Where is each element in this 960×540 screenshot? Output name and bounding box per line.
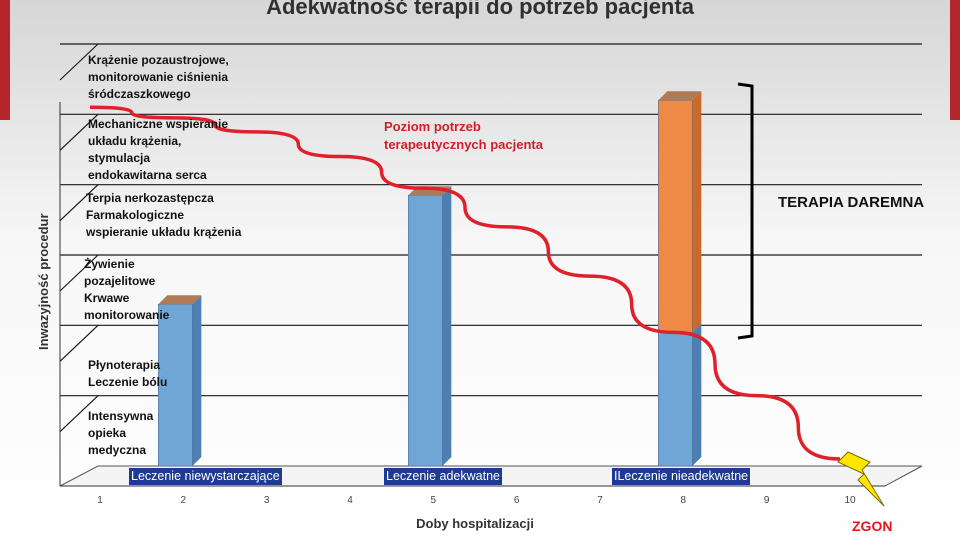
band-label-line: śródczaszkowego (88, 87, 191, 101)
x-tick-label: 4 (347, 495, 353, 506)
futile-bracket (737, 82, 754, 340)
bar-top (158, 295, 202, 305)
x-tick-label: 10 (844, 495, 856, 506)
y-axis-label: Inwazyjność procedur (36, 213, 51, 350)
x-tick-label: 6 (514, 495, 520, 506)
bar-top (658, 91, 702, 101)
chart-title: Adekwatność terapii do potrzeb pacjenta (266, 0, 694, 19)
band-label-5: Mechaniczne wspieranie układu krążenia, … (88, 116, 228, 184)
band-label-6: Krążenie pozaustrojowe, monitorowanie ci… (88, 52, 229, 103)
category-label-inadequate: ILeczenie nieadekwatne (612, 468, 751, 485)
band-label-line: endokawitarna serca (88, 168, 207, 182)
band-label-1: Intensywna opieka medyczna (88, 408, 153, 459)
x-tick-label: 2 (181, 495, 187, 506)
grid-line (59, 184, 99, 222)
grid-line (59, 113, 99, 151)
band-label-line: monitorowanie ciśnienia (88, 70, 229, 84)
band-label-3: Żywienie pozajelitowe Krwawe monitorowan… (84, 256, 169, 324)
band-label-line: monitorowanie (84, 308, 170, 322)
band-label-line: Płynoterapia (88, 358, 161, 372)
x-tick-label: 5 (431, 495, 437, 506)
x-tick-label: 3 (264, 495, 270, 506)
band-label-2: Płynoterapia Leczenie bólu (88, 357, 167, 391)
therapy-need-curve (89, 105, 841, 461)
band-label-4: Terpia nerkozastępcza Farmakologiczne ws… (86, 190, 241, 241)
band-label-line: wspieranie układu krążenia (86, 225, 242, 239)
band-label-line: stymulacja (88, 151, 151, 165)
x-tick-label: 7 (597, 495, 603, 506)
death-label: ZGON (852, 518, 893, 534)
x-tick-label: 1 (97, 495, 103, 506)
lightning-icon (837, 451, 885, 507)
band-label-line: Intensywna (88, 409, 154, 423)
right-accent-bar (950, 0, 960, 120)
x-tick-label: 9 (764, 495, 770, 506)
left-accent-bar (0, 0, 10, 120)
futile-therapy-label: TERAPIA DAREMNA (778, 194, 925, 211)
band-label-line: Mechaniczne wspieranie (88, 117, 229, 131)
bar-side (692, 323, 702, 466)
bar-side (692, 91, 702, 333)
grid-line (59, 395, 99, 433)
bar-side (442, 186, 452, 466)
category-label-adequate: Leczenie adekwatne (384, 468, 502, 485)
band-label-line: medyczna (88, 443, 147, 457)
bar-segment (658, 99, 693, 333)
x-axis-label: Doby hospitalizacji (416, 516, 534, 531)
grid-line (59, 324, 99, 362)
band-label-line: Terpia nerkozastępcza (86, 191, 214, 205)
bar-segment (408, 194, 443, 467)
band-label-line: opieka (88, 426, 127, 440)
bar-side (192, 295, 202, 466)
band-label-line: Żywienie (84, 257, 135, 271)
band-label-line: pozajelitowe (84, 274, 156, 288)
band-label-line: Krążenie pozaustrojowe, (88, 53, 229, 67)
bar-segment (658, 332, 693, 467)
category-label-insufficient: Leczenie niewystarczające (129, 468, 282, 485)
curve-label-line: Poziom potrzeb (384, 119, 481, 134)
grid-line (59, 254, 99, 292)
curve-label: Poziom potrzeb terapeutycznych pacjenta (384, 118, 543, 154)
band-label-line: układu krążenia, (88, 134, 182, 148)
x-tick-label: 8 (681, 495, 687, 506)
curve-label-line: terapeutycznych pacjenta (384, 137, 543, 152)
band-label-line: Krwawe (84, 291, 130, 305)
grid-line (59, 43, 99, 81)
band-label-line: Farmakologiczne (86, 208, 185, 222)
band-label-line: Leczenie bólu (88, 375, 168, 389)
